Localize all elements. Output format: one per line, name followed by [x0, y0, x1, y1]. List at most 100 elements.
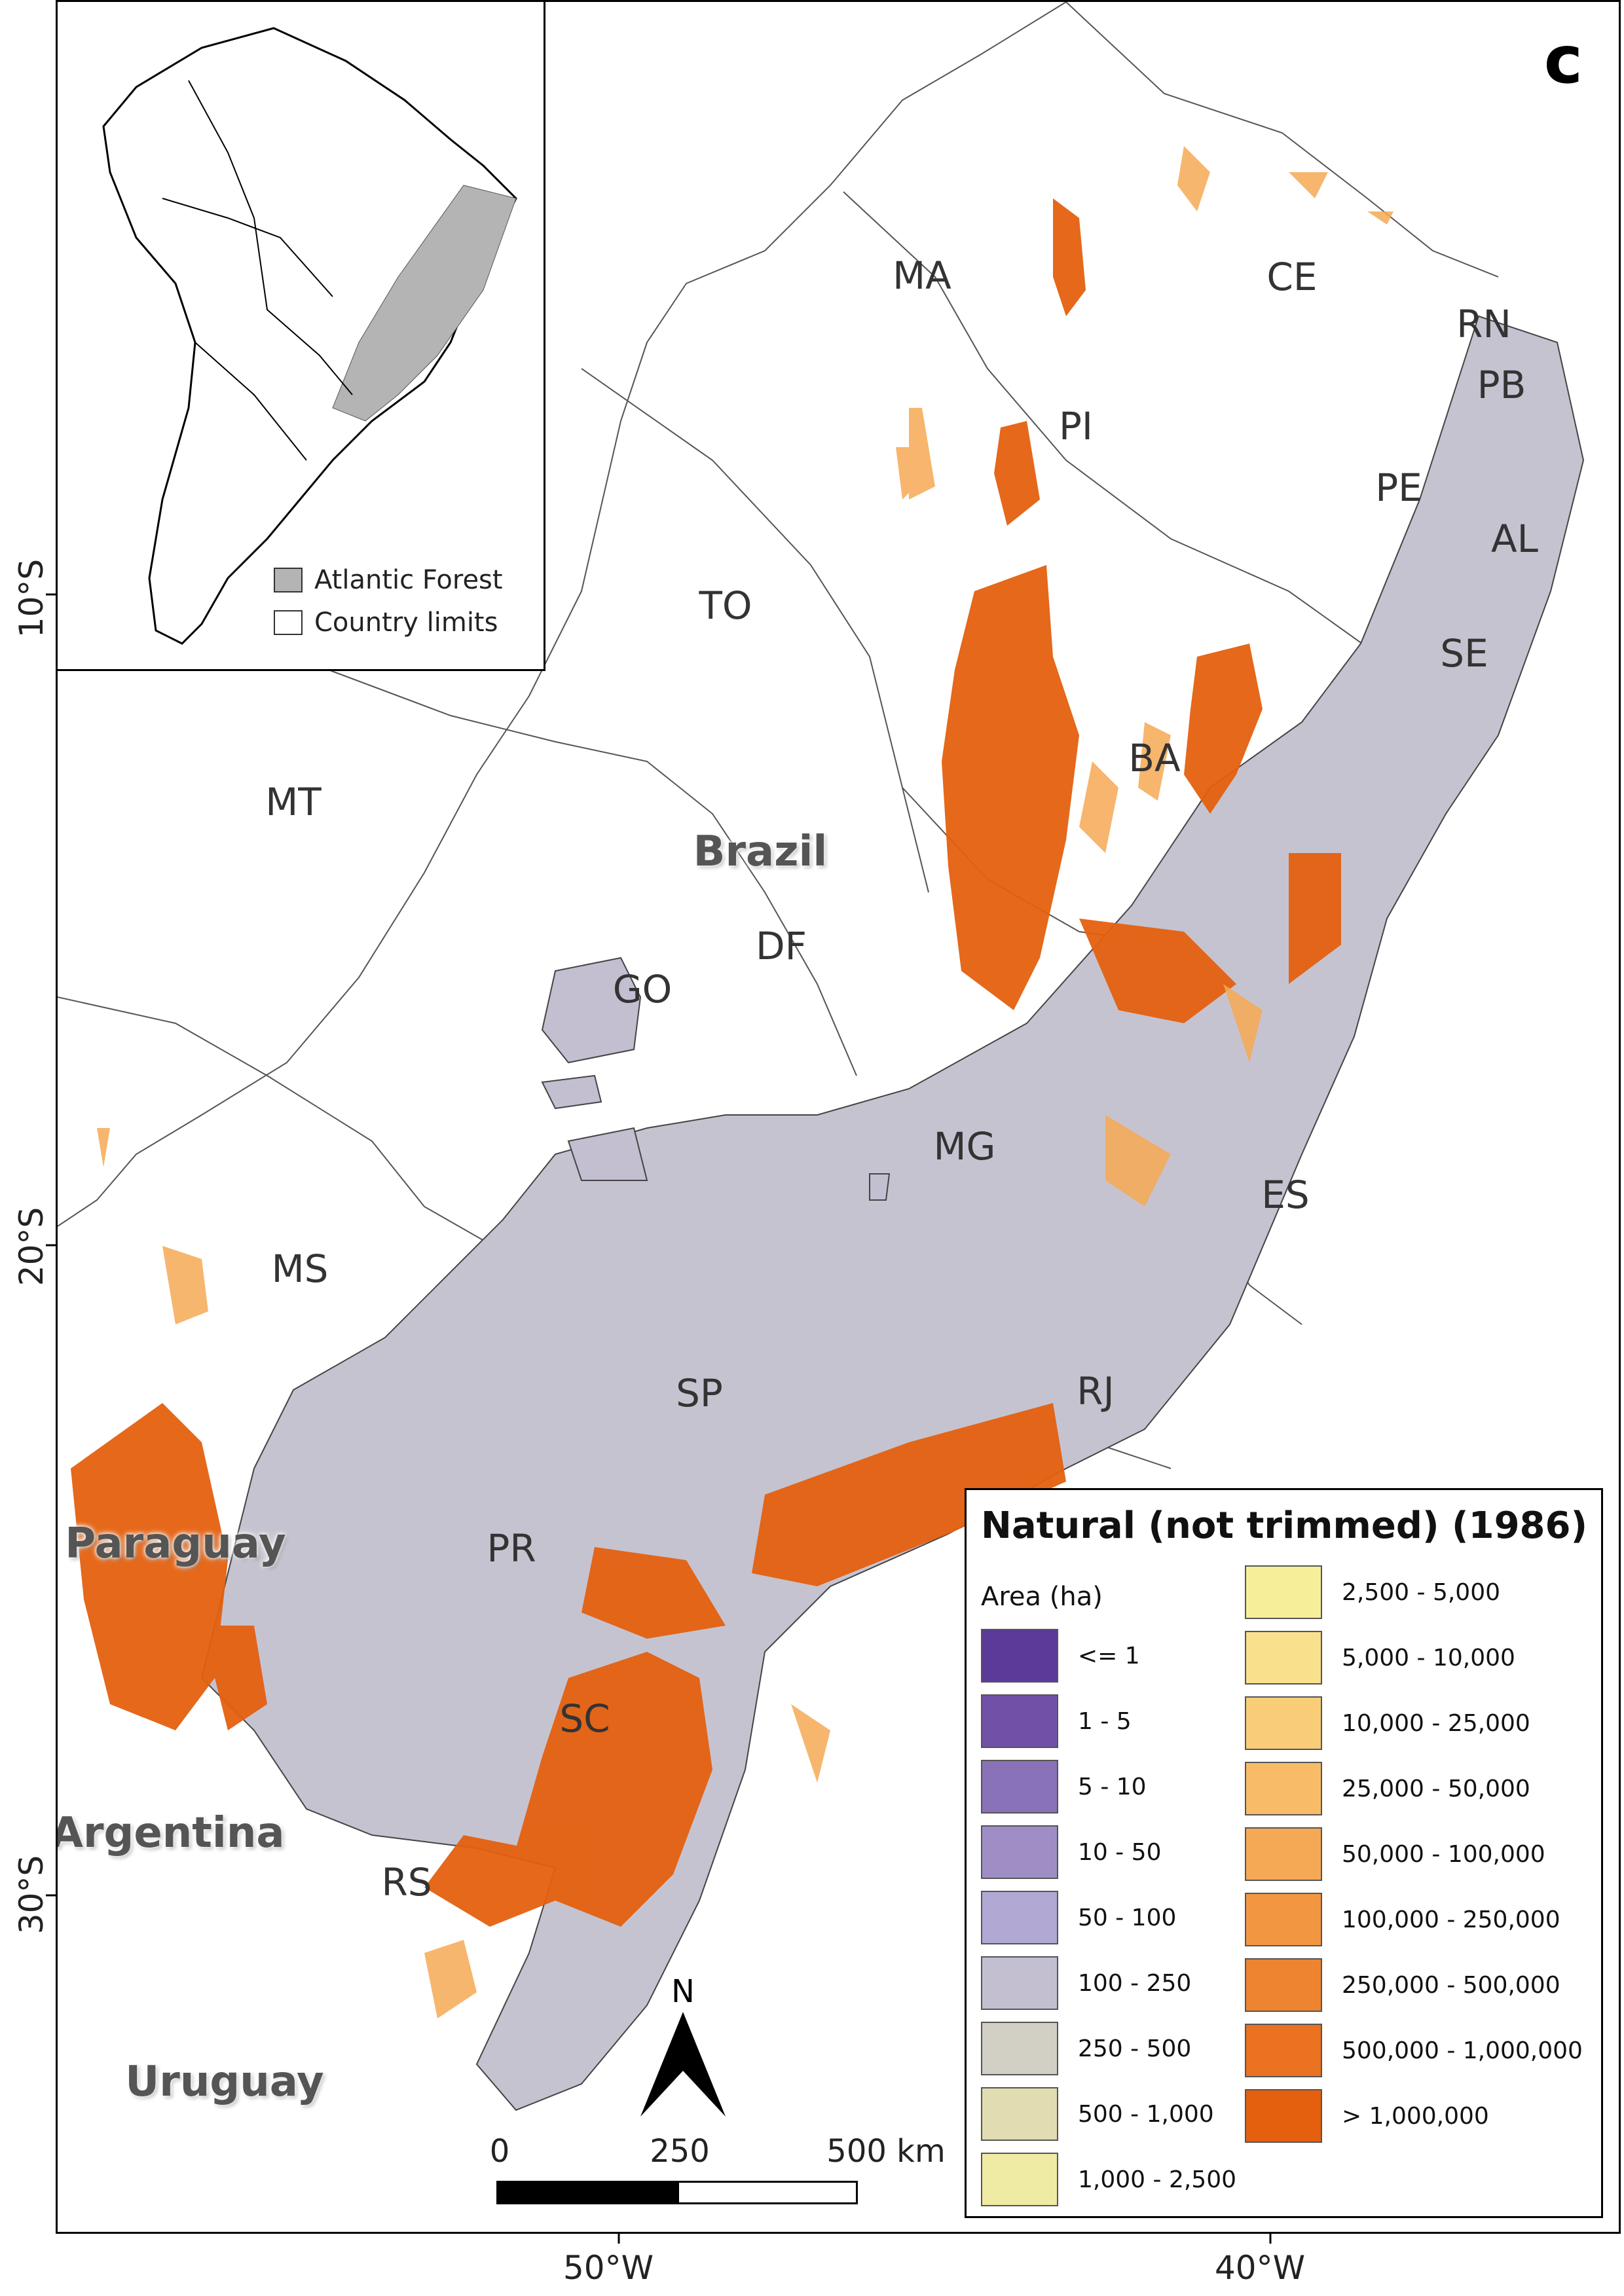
legend-swatch [981, 2153, 1058, 2206]
legend-label: 250 - 500 [1078, 2035, 1192, 2062]
state-label-sp: SP [676, 1371, 723, 1415]
state-label-al: AL [1491, 517, 1538, 561]
inset-legend-label: Atlantic Forest [314, 565, 503, 595]
legend-label: 500 - 1,000 [1078, 2100, 1214, 2128]
legend-item: 25,000 - 50,000 [1245, 1762, 1530, 1815]
panel-letter: c [1543, 22, 1583, 98]
state-label-rs: RS [381, 1860, 432, 1904]
state-label-sc: SC [559, 1696, 610, 1741]
legend-swatch [981, 1891, 1058, 1944]
state-label-ba: BA [1128, 736, 1181, 780]
legend-item: 10,000 - 25,000 [1245, 1696, 1530, 1750]
legend-swatch [1245, 1762, 1322, 1815]
inset-legend-label: Country limits [314, 608, 498, 638]
country-label-paraguay: Paraguay [65, 1520, 286, 1568]
legend-item: 1,000 - 2,500 [981, 2153, 1236, 2206]
north-arrow-icon: N [640, 1973, 726, 2117]
legend-swatch [981, 2087, 1058, 2141]
state-label-mg: MG [933, 1124, 996, 1169]
legend-swatch [981, 1825, 1058, 1879]
legend-item: 100,000 - 250,000 [1245, 1893, 1560, 1946]
state-label-go: GO [612, 967, 673, 1011]
legend-label: 2,500 - 5,000 [1342, 1578, 1500, 1606]
state-label-ms: MS [271, 1247, 329, 1291]
legend-item: 10 - 50 [981, 1825, 1162, 1879]
legend-swatch [1245, 1631, 1322, 1685]
inset-legend-atlantic-forest: Atlantic Forest [274, 565, 503, 595]
legend-label: 50,000 - 100,000 [1342, 1840, 1545, 1868]
legend: Natural (not trimmed) (1986) Area (ha) <… [965, 1488, 1603, 2218]
state-label-mt: MT [265, 780, 322, 824]
scale-label-250: 250 [650, 2133, 710, 2170]
map-canvas[interactable] [58, 2, 1621, 2234]
legend-item: 250,000 - 500,000 [1245, 1958, 1560, 2012]
legend-item: 1 - 5 [981, 1694, 1132, 1748]
lon-label-50w: 50°W [563, 2249, 654, 2287]
state-label-ma: MA [893, 253, 951, 298]
legend-subtitle: Area (ha) [981, 1582, 1103, 1612]
legend-label: 1 - 5 [1078, 1707, 1132, 1735]
legend-label: 50 - 100 [1078, 1904, 1177, 1931]
state-label-pb: PB [1477, 363, 1526, 407]
country-label-argentina: Argentina [56, 1809, 285, 1857]
legend-label: 10,000 - 25,000 [1342, 1709, 1530, 1737]
lat-label-20s: 20°S [12, 1207, 51, 1286]
legend-title: Natural (not trimmed) (1986) [981, 1504, 1588, 1547]
legend-swatch [1245, 1696, 1322, 1750]
legend-item: <= 1 [981, 1629, 1140, 1683]
legend-swatch [981, 1956, 1058, 2010]
large-fragments [71, 198, 1341, 1927]
legend-label: 100 - 250 [1078, 1969, 1192, 1997]
legend-label: 500,000 - 1,000,000 [1342, 2037, 1583, 2064]
legend-item: 500 - 1,000 [981, 2087, 1214, 2141]
north-label: N [671, 1973, 695, 2010]
legend-label: <= 1 [1078, 1642, 1140, 1669]
state-label-rn: RN [1456, 302, 1511, 346]
country-limits-swatch [274, 610, 303, 635]
legend-swatch [981, 1760, 1058, 1813]
state-label-pi: PI [1058, 404, 1094, 448]
legend-swatch [981, 1629, 1058, 1683]
south-america-outline [102, 27, 517, 645]
scale-bar-segment-black [496, 2181, 680, 2204]
state-label-to: TO [699, 583, 752, 628]
legend-item: 100 - 250 [981, 1956, 1191, 2010]
atlantic-forest-swatch [274, 568, 303, 592]
legend-item: 50,000 - 100,000 [1245, 1827, 1545, 1881]
state-label-es: ES [1261, 1173, 1310, 1217]
scale-bar [496, 2181, 858, 2207]
legend-swatch [981, 1694, 1058, 1748]
legend-item: 500,000 - 1,000,000 [1245, 2024, 1583, 2077]
lon-label-40w: 40°W [1215, 2249, 1306, 2287]
legend-swatch [1245, 2024, 1322, 2077]
state-label-ce: CE [1266, 255, 1318, 299]
legend-item: > 1,000,000 [1245, 2089, 1489, 2143]
legend-label: > 1,000,000 [1342, 2102, 1489, 2130]
state-label-pr: PR [487, 1526, 536, 1571]
inset-map: Atlantic Forest Country limits [58, 2, 545, 671]
scale-bar-segment-white [677, 2181, 858, 2204]
medium-fragments [97, 146, 1393, 2018]
state-label-rj: RJ [1077, 1369, 1115, 1413]
legend-swatch [1245, 1565, 1322, 1619]
legend-swatch [981, 2022, 1058, 2075]
legend-item: 5,000 - 10,000 [1245, 1631, 1515, 1685]
legend-item: 2,500 - 5,000 [1245, 1565, 1500, 1619]
legend-swatch [1245, 1958, 1322, 2012]
legend-item: 50 - 100 [981, 1891, 1176, 1944]
legend-swatch [1245, 1893, 1322, 1946]
scale-label-0: 0 [489, 2133, 510, 2170]
legend-label: 5 - 10 [1078, 1773, 1147, 1800]
atlantic-forest-region [202, 316, 1583, 2110]
lat-label-30s: 30°S [12, 1855, 51, 1935]
legend-label: 100,000 - 250,000 [1342, 1906, 1560, 1933]
scale-label-500: 500 km [826, 2133, 946, 2170]
legend-label: 1,000 - 2,500 [1078, 2166, 1236, 2193]
legend-label: 5,000 - 10,000 [1342, 1644, 1515, 1671]
country-label-uruguay: Uruguay [125, 2058, 324, 2106]
legend-item: 5 - 10 [981, 1760, 1147, 1813]
legend-label: 10 - 50 [1078, 1838, 1162, 1866]
lat-label-10s: 10°S [12, 558, 51, 638]
state-label-df: DF [755, 924, 807, 968]
inset-legend-country-limits: Country limits [274, 608, 498, 638]
